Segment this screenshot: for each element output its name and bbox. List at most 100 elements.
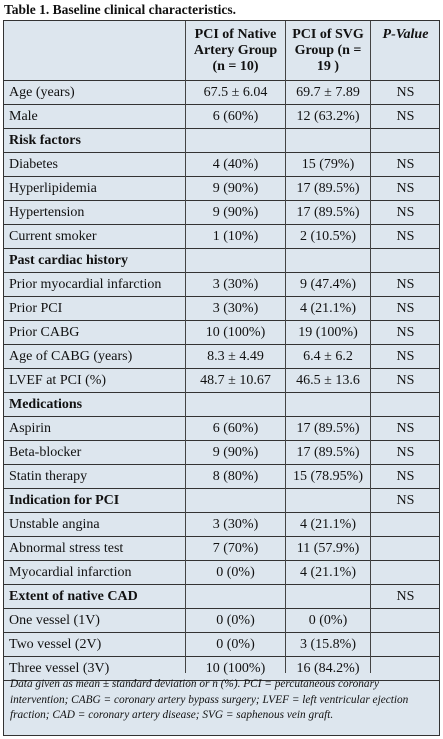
table-row: Current smoker 1 (10%) 2 (10.5%) NS	[4, 225, 439, 249]
native-artery-value: 8 (80%)	[212, 469, 259, 484]
table-row: Beta-blocker 9 (90%) 17 (89.5%) NS	[4, 441, 439, 465]
svg-group-value: 15 (79%)	[301, 157, 355, 172]
row-label: Past cardiac history	[9, 253, 128, 268]
native-artery-value: 3 (30%)	[212, 277, 259, 292]
column-divider	[370, 21, 371, 673]
native-artery-value: 10 (100%)	[205, 661, 266, 676]
native-artery-value: 10 (100%)	[205, 325, 266, 340]
native-artery-value: 6 (60%)	[212, 421, 259, 436]
native-artery-value: 0 (0%)	[216, 565, 255, 580]
native-artery-value: 0 (0%)	[216, 613, 255, 628]
native-artery-value: 1 (10%)	[212, 229, 259, 244]
row-label: Indication for PCI	[9, 493, 120, 508]
native-artery-value: 67.5 ± 6.04	[203, 85, 268, 100]
row-label: Prior CABG	[9, 325, 80, 340]
row-label: Age of CABG (years)	[9, 349, 133, 364]
native-artery-value: 8.3 ± 4.49	[207, 349, 264, 364]
svg-group-value: 12 (63.2%)	[296, 109, 360, 124]
column-divider	[285, 21, 286, 673]
svg-group-value: 2 (10.5%)	[300, 229, 356, 244]
table-row: Age (years) 67.5 ± 6.04 69.7 ± 7.89 NS	[4, 81, 439, 105]
svg-group-value: 17 (89.5%)	[296, 421, 360, 436]
row-label: Myocardial infarction	[9, 565, 132, 580]
table-row: Myocardial infarction 0 (0%) 4 (21.1%)	[4, 561, 439, 585]
row-label: Statin therapy	[9, 469, 88, 484]
row-label: Abnormal stress test	[9, 541, 124, 556]
p-value	[371, 513, 440, 536]
p-value: NS	[396, 85, 415, 100]
row-label: Age (years)	[9, 85, 75, 100]
row-label: Unstable angina	[9, 517, 100, 532]
native-artery-value: 48.7 ± 10.67	[200, 373, 271, 388]
svg-group-value: 17 (89.5%)	[296, 205, 360, 220]
table-row: Aspirin 6 (60%) 17 (89.5%) NS	[4, 417, 439, 441]
p-value: NS	[396, 421, 415, 436]
p-value: NS	[396, 349, 415, 364]
table-row: Two vessel (2V) 0 (0%) 3 (15.8%)	[4, 633, 439, 657]
native-artery-value: 0 (0%)	[216, 637, 255, 652]
svg-group-value: 17 (89.5%)	[296, 181, 360, 196]
p-value: NS	[396, 373, 415, 388]
table-caption: Table 1. Baseline clinical characteristi…	[4, 2, 236, 17]
native-artery-value: 9 (90%)	[212, 445, 259, 460]
svg-group-value: 19 (100%)	[298, 325, 358, 340]
row-label: Medications	[9, 397, 83, 412]
row-label: Hyperlipidemia	[9, 181, 97, 196]
p-value	[371, 609, 440, 632]
p-value: NS	[396, 445, 415, 460]
table-row: Abnormal stress test 7 (70%) 11 (57.9%)	[4, 537, 439, 561]
row-label: LVEF at PCI (%)	[9, 373, 107, 388]
row-label: Two vessel (2V)	[9, 637, 102, 652]
row-label: Risk factors	[9, 133, 81, 148]
svg-group-value: 6.4 ± 6.2	[303, 349, 353, 364]
row-label: Diabetes	[9, 157, 58, 172]
table-row: One vessel (1V) 0 (0%) 0 (0%)	[4, 609, 439, 633]
section-header-row: Extent of native CAD NS	[4, 585, 439, 609]
row-label: Prior myocardial infarction	[9, 277, 162, 292]
table-row: Prior PCI 3 (30%) 4 (21.1%) NS	[4, 297, 439, 321]
p-value: NS	[396, 181, 415, 196]
p-value	[371, 537, 440, 560]
table-row: Prior CABG 10 (100%) 19 (100%) NS	[4, 321, 439, 345]
svg-group-value: 17 (89.5%)	[296, 445, 360, 460]
header-svg-group: PCI of SVG Group (n = 19 )	[292, 26, 364, 74]
row-label: Three vessel (3V)	[9, 661, 110, 676]
row-label: Male	[9, 109, 38, 124]
p-value: NS	[396, 493, 415, 508]
row-label: Aspirin	[9, 421, 51, 436]
section-header-row: Past cardiac history	[4, 249, 439, 273]
table-row: Diabetes 4 (40%) 15 (79%) NS	[4, 153, 439, 177]
row-label: Extent of native CAD	[9, 589, 138, 604]
svg-group-value: 46.5 ± 13.6	[296, 373, 360, 388]
p-value: NS	[396, 325, 415, 340]
native-artery-value: 9 (90%)	[212, 205, 259, 220]
p-value: NS	[396, 205, 415, 220]
p-value: NS	[396, 469, 415, 484]
native-artery-value: 6 (60%)	[212, 109, 259, 124]
row-label: Current smoker	[9, 229, 97, 244]
p-value: NS	[396, 157, 415, 172]
native-artery-value: 7 (70%)	[212, 541, 259, 556]
svg-group-value: 9 (47.4%)	[300, 277, 356, 292]
table-row: Statin therapy 8 (80%) 15 (78.95%) NS	[4, 465, 439, 489]
table-footnote: Data given as mean ± standard deviation …	[10, 678, 409, 721]
table-row: Hypertension 9 (90%) 17 (89.5%) NS	[4, 201, 439, 225]
table-row: Three vessel (3V) 10 (100%) 16 (84.2%)	[4, 657, 439, 681]
p-value: NS	[396, 589, 415, 604]
svg-group-value: 4 (21.1%)	[300, 565, 356, 580]
section-header-row: Indication for PCI NS	[4, 489, 439, 513]
native-artery-value: 3 (30%)	[212, 517, 259, 532]
svg-group-value: 69.7 ± 7.89	[296, 85, 360, 100]
svg-group-value: 11 (57.9%)	[296, 541, 360, 556]
row-label: Beta-blocker	[9, 445, 82, 460]
native-artery-value: 4 (40%)	[212, 157, 259, 172]
svg-group-value: 4 (21.1%)	[300, 301, 356, 316]
section-header-row: Risk factors	[4, 129, 439, 153]
p-value: NS	[396, 109, 415, 124]
svg-group-value: 16 (84.2%)	[296, 661, 360, 676]
svg-group-value: 3 (15.8%)	[300, 637, 356, 652]
svg-group-value: 4 (21.1%)	[300, 517, 356, 532]
native-artery-value: 9 (90%)	[212, 181, 259, 196]
p-value: NS	[396, 277, 415, 292]
p-value	[371, 633, 440, 656]
